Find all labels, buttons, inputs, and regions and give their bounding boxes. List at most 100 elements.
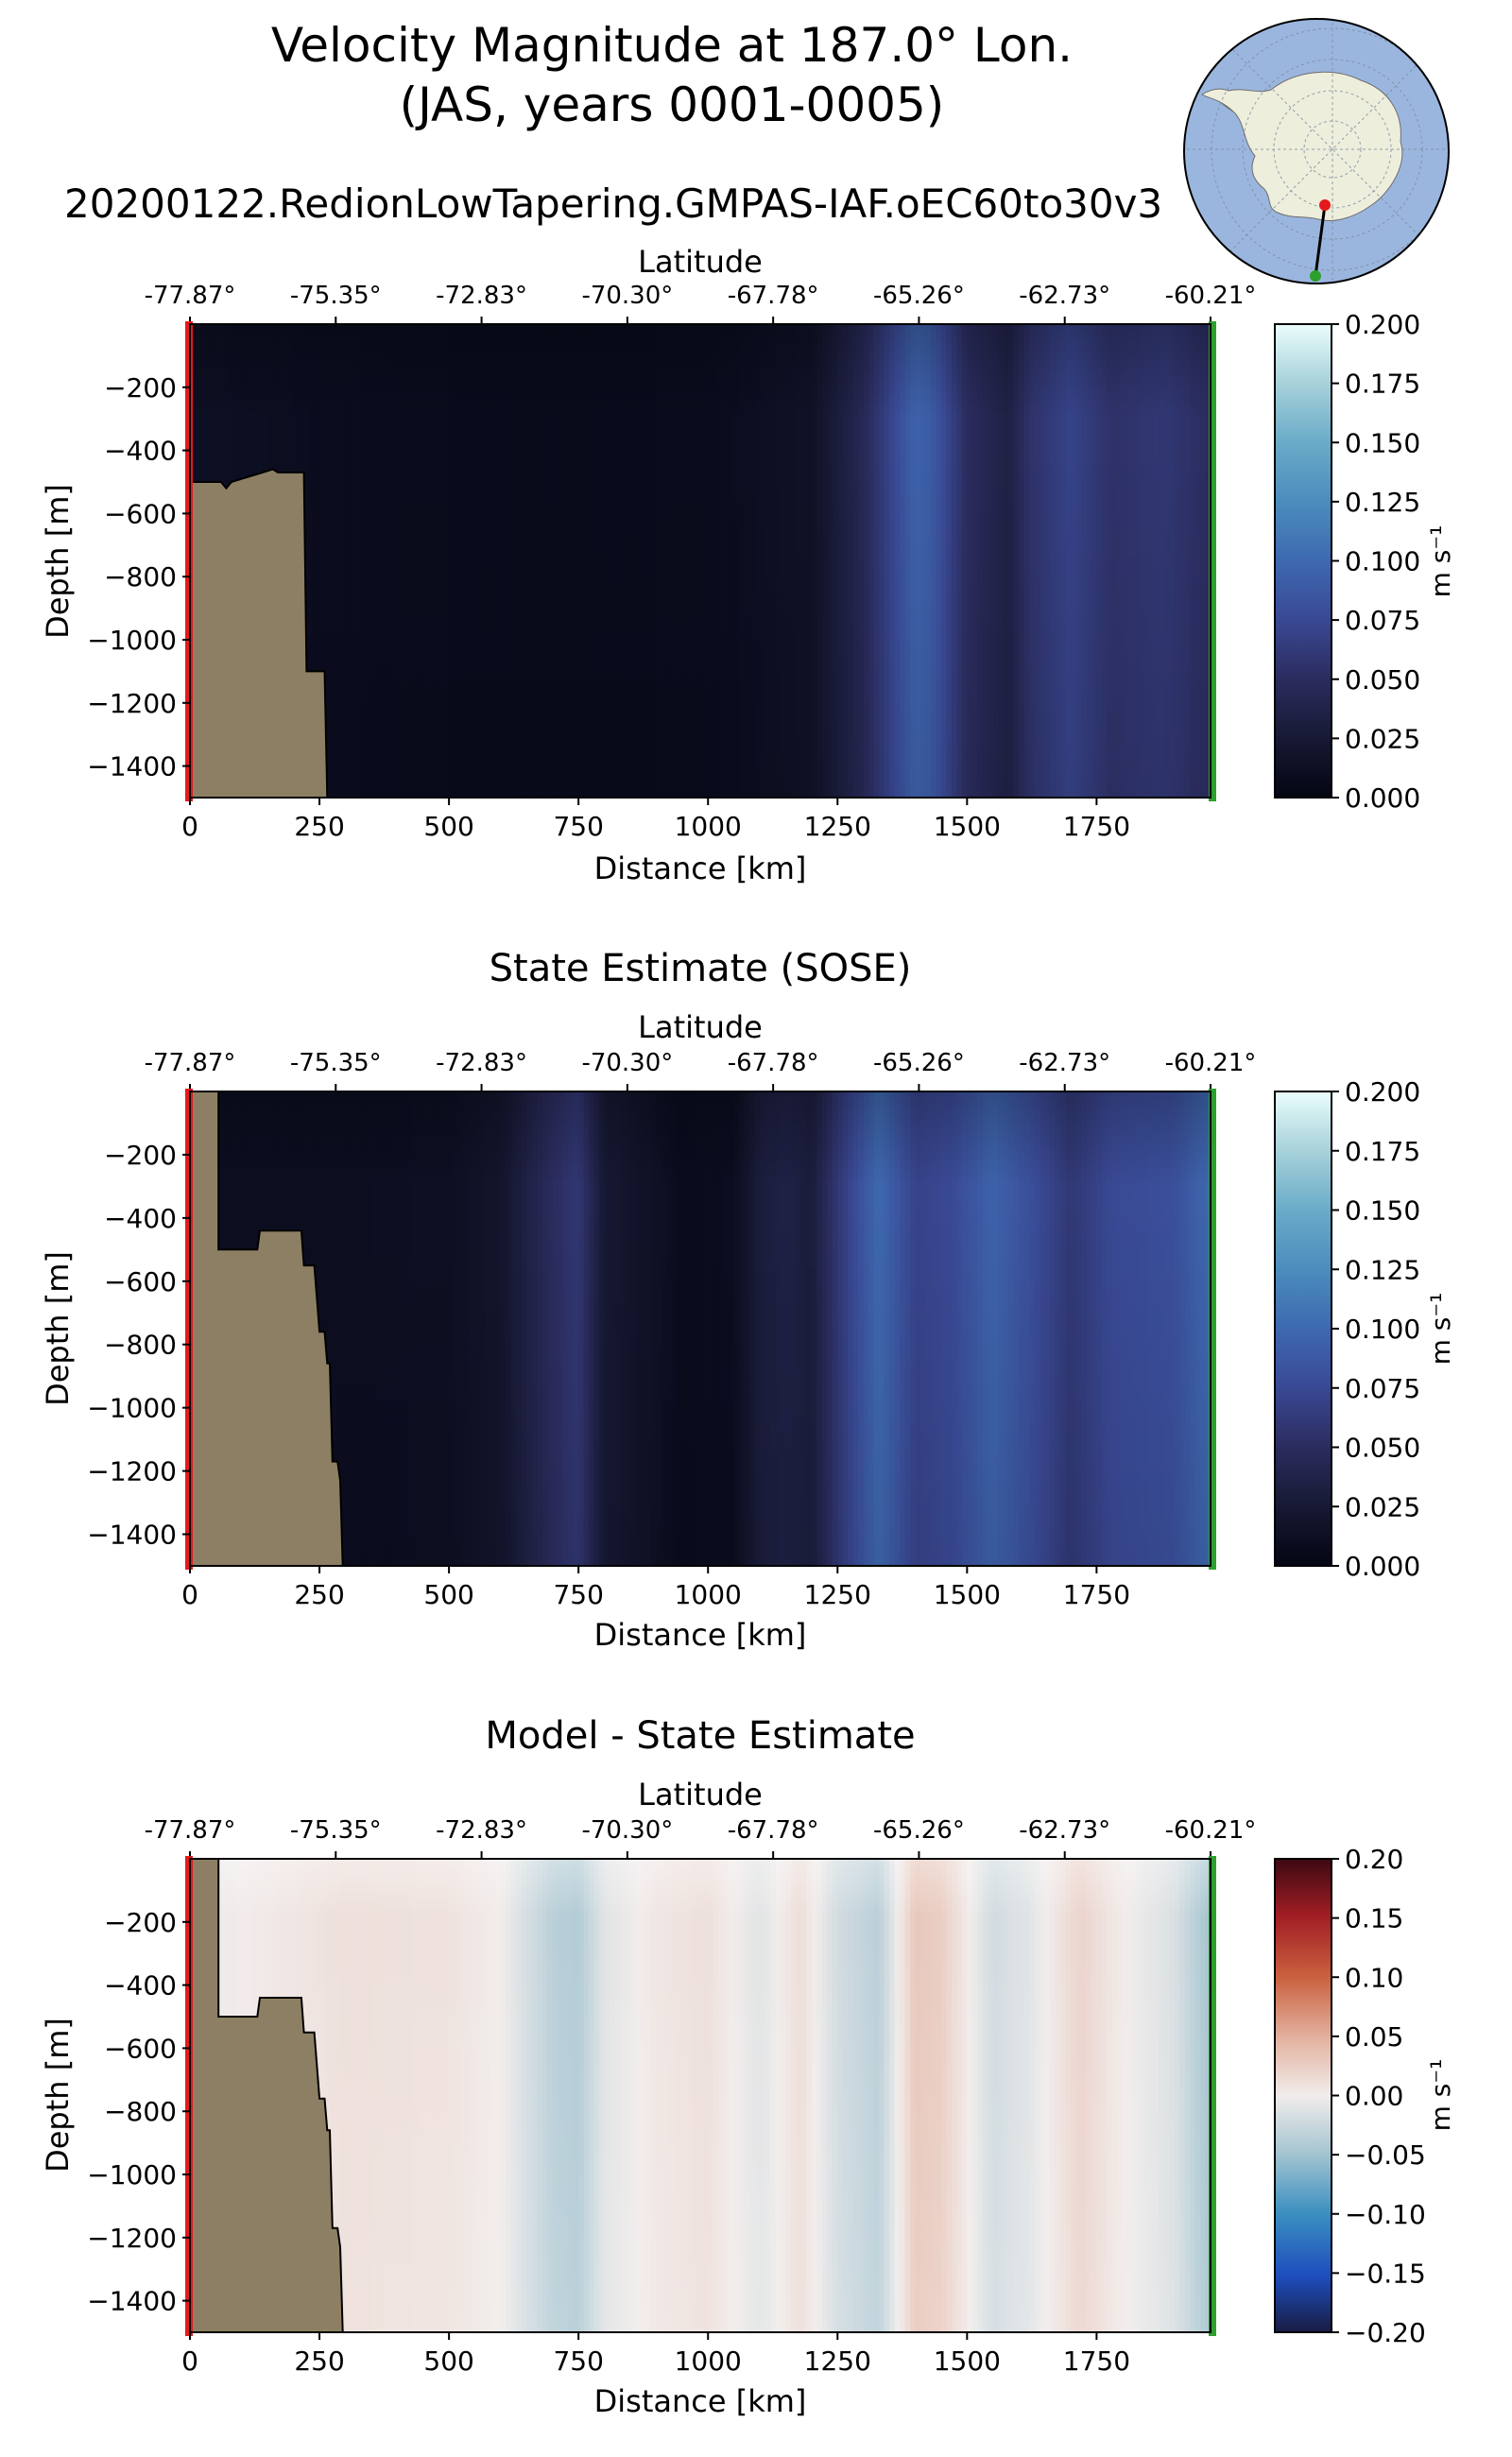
colorbar-tick-label: 0.15 bbox=[1345, 1903, 1403, 1934]
colorbar-tick-label: 0.05 bbox=[1345, 2021, 1403, 2053]
antarctica-landmass bbox=[1218, 71, 1403, 221]
panel-difference-y-label: Depth [m] bbox=[40, 2018, 76, 2173]
x-tick-label: 1500 bbox=[934, 811, 1001, 842]
panel-model-top-axis-label: Latitude bbox=[638, 244, 763, 280]
section-line bbox=[1314, 204, 1327, 277]
latitude-tick-label: -65.26° bbox=[873, 282, 965, 310]
panel-sose-bathymetry bbox=[189, 1091, 344, 1567]
panel-sose-colorbar-label: m s⁻¹ bbox=[1425, 1293, 1456, 1366]
panel-difference-latitude-labels: -77.87° -75.35° -72.83° -70.30° -67.78° -65.2… bbox=[145, 1816, 1256, 1859]
latitude-tick-label: -67.78° bbox=[728, 282, 819, 310]
panel-sose-colorbar: 0.000 0.025 0.050 0.075 0.100 0.125 0.150 0.175… bbox=[1274, 1076, 1456, 1582]
x-tick-label: 500 bbox=[423, 2345, 473, 2377]
panel-model-latitude-labels: -77.87° -75.35° -72.83° -70.30° -67.78° -65.2… bbox=[145, 282, 1256, 324]
panel-difference-title: Model - State Estimate bbox=[485, 1714, 915, 1758]
latitude-tick-label: -72.83° bbox=[436, 1816, 527, 1845]
colorbar-tick-label: 0.150 bbox=[1345, 1195, 1420, 1227]
colorbar-tick-label: 0.200 bbox=[1345, 1076, 1420, 1108]
y-tick-label: −1200 bbox=[87, 2223, 177, 2254]
panel-difference-plot-area bbox=[185, 1856, 1216, 2336]
x-tick-label: 1000 bbox=[675, 811, 742, 842]
latitude-tick-label: -72.83° bbox=[436, 1049, 527, 1077]
panel-sose-title: State Estimate (SOSE) bbox=[490, 947, 912, 990]
panel-sose-latitude-labels: -77.87° -75.35° -72.83° -70.30° -67.78° -65.2… bbox=[145, 1049, 1257, 1091]
latitude-tick-label: -70.30° bbox=[581, 1816, 673, 1845]
y-tick-label: −1200 bbox=[87, 1456, 177, 1487]
y-tick-label: −1400 bbox=[87, 1520, 177, 1551]
colorbar-tick-label: −0.05 bbox=[1345, 2139, 1426, 2171]
y-tick-label: −1000 bbox=[87, 2159, 177, 2191]
latitude-tick-label: -62.73° bbox=[1019, 1816, 1110, 1845]
panel-model-x-ticks: 0 250 500 750 1000 1250 1500 1750 bbox=[181, 798, 1130, 842]
colorbar-tick-label: 0.125 bbox=[1345, 487, 1420, 518]
panel-difference: Model - State Estimate Latitude -77.87° -… bbox=[40, 1714, 1456, 2419]
latitude-tick-label: -70.30° bbox=[581, 1049, 673, 1077]
y-tick-label: −1000 bbox=[87, 625, 177, 656]
x-tick-label: 500 bbox=[423, 811, 473, 842]
panel-sose: State Estimate (SOSE) Latitude -77.87° -7… bbox=[40, 947, 1456, 1653]
panel-model-bathymetry bbox=[189, 468, 329, 799]
y-tick-label: −200 bbox=[104, 1140, 177, 1171]
latitude-tick-label: -65.26° bbox=[873, 1049, 965, 1077]
x-tick-label: 1500 bbox=[934, 2345, 1001, 2377]
colorbar-tick-label: 0.075 bbox=[1345, 1373, 1420, 1404]
x-tick-label: 1000 bbox=[675, 2345, 742, 2377]
x-tick-label: 750 bbox=[553, 2345, 603, 2377]
x-tick-label: 1750 bbox=[1063, 811, 1130, 842]
colorbar-tick-label: 0.050 bbox=[1345, 1433, 1420, 1464]
y-tick-label: −1200 bbox=[87, 688, 177, 719]
panel-model: Latitude -77.87° -75.35° -72.83° -70.30° -67… bbox=[40, 244, 1456, 886]
panel-sose-x-ticks: 0 250 500 750 1000 1250 1500 1750 bbox=[181, 1566, 1130, 1610]
figure-title-line2: (JAS, years 0001-0005) bbox=[400, 77, 945, 132]
panel-model-surface-shading bbox=[190, 324, 1211, 798]
x-tick-label: 1750 bbox=[1063, 2345, 1130, 2377]
run-name: 20200122.RedionLowTapering.GMPAS-IAF.oEC… bbox=[64, 180, 1162, 227]
x-tick-label: 1000 bbox=[675, 1579, 742, 1610]
colorbar-tick-label: 0.20 bbox=[1345, 1844, 1403, 1875]
panel-difference-x-label: Distance [km] bbox=[594, 2383, 807, 2419]
colorbar-tick-label: −0.15 bbox=[1345, 2258, 1426, 2289]
y-tick-label: −800 bbox=[104, 2096, 177, 2127]
y-tick-label: −600 bbox=[104, 1266, 177, 1297]
panel-difference-colorbar-label: m s⁻¹ bbox=[1425, 2059, 1456, 2132]
x-tick-label: 500 bbox=[423, 1579, 473, 1610]
y-tick-label: −1000 bbox=[87, 1393, 177, 1424]
colorbar-tick-label: 0.025 bbox=[1345, 723, 1420, 754]
latitude-tick-label: -60.21° bbox=[1165, 1049, 1257, 1077]
inset-polar-map bbox=[1183, 18, 1450, 284]
panel-sose-x-label: Distance [km] bbox=[594, 1617, 807, 1653]
colorbar-tick-label: 0.050 bbox=[1345, 664, 1420, 696]
x-tick-label: 0 bbox=[181, 811, 198, 842]
latitude-tick-label: -70.30° bbox=[581, 282, 673, 310]
panel-model-x-label: Distance [km] bbox=[594, 850, 807, 886]
panel-difference-bathymetry bbox=[189, 1858, 344, 2333]
latitude-tick-label: -77.87° bbox=[145, 1816, 236, 1845]
panel-sose-surface-shading bbox=[190, 1091, 1211, 1566]
panel-difference-surface-shading bbox=[190, 1859, 1211, 2332]
panel-model-colorbar: 0.000 0.025 0.050 0.075 0.100 0.125 0.150 0.175… bbox=[1274, 309, 1456, 814]
panel-sose-colorbar-ticks: 0.000 0.025 0.050 0.075 0.100 0.125 0.150 0.175… bbox=[1332, 1076, 1420, 1582]
x-tick-label: 250 bbox=[294, 811, 344, 842]
colorbar-tick-label: 0.00 bbox=[1345, 2081, 1403, 2112]
colorbar-tick-label: 0.100 bbox=[1345, 546, 1420, 577]
panel-sose-top-axis-label: Latitude bbox=[638, 1009, 763, 1045]
colorbar-tick-label: 0.10 bbox=[1345, 1962, 1403, 1993]
latitude-tick-label: -75.35° bbox=[290, 1049, 382, 1077]
x-tick-label: 1250 bbox=[804, 811, 871, 842]
latitude-tick-label: -75.35° bbox=[290, 282, 382, 310]
panel-model-frame bbox=[189, 323, 1211, 799]
colorbar-tick-label: 0.150 bbox=[1345, 427, 1420, 458]
panel-model-y-label: Depth [m] bbox=[40, 484, 76, 639]
panel-difference-x-ticks: 0 250 500 750 1000 1250 1500 1750 bbox=[181, 2332, 1130, 2377]
x-tick-label: 750 bbox=[553, 811, 603, 842]
panel-difference-frame bbox=[189, 1858, 1211, 2333]
panel-difference-top-axis-label: Latitude bbox=[638, 1777, 763, 1813]
colorbar-tick-label: 0.075 bbox=[1345, 605, 1420, 636]
panel-model-plot-area bbox=[185, 321, 1216, 801]
x-tick-label: 1750 bbox=[1063, 1579, 1130, 1610]
x-tick-label: 750 bbox=[553, 1579, 603, 1610]
latitude-tick-label: -62.73° bbox=[1019, 1049, 1110, 1077]
y-tick-label: −1400 bbox=[87, 2286, 177, 2317]
section-end-marker bbox=[1310, 270, 1321, 282]
